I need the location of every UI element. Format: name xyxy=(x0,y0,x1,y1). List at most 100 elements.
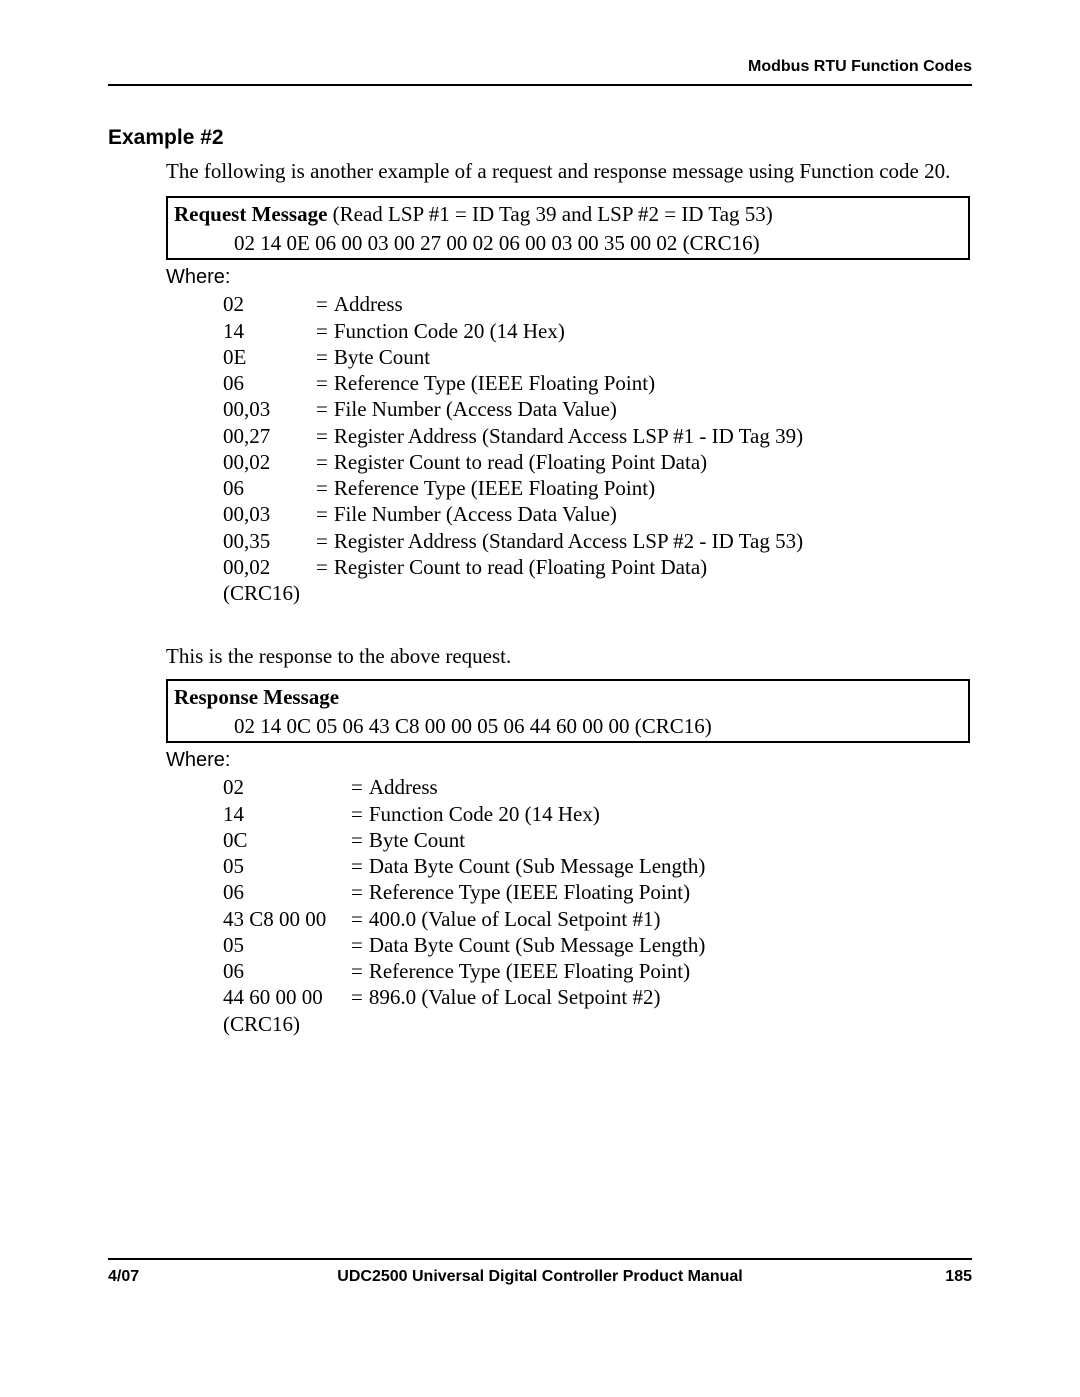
definition-code: 00,27 xyxy=(223,423,306,449)
definition-code: (CRC16) xyxy=(223,580,306,606)
definition-equals: = xyxy=(306,554,334,580)
definition-code: 0C xyxy=(223,827,341,853)
definition-code: 00,02 xyxy=(223,449,306,475)
spacer xyxy=(108,606,972,644)
definition-row: 00,03=File Number (Access Data Value) xyxy=(223,501,803,527)
request-title-bold: Request Message xyxy=(174,202,327,226)
request-title: Request Message (Read LSP #1 = ID Tag 39… xyxy=(174,202,962,227)
request-title-rest: (Read LSP #1 = ID Tag 39 and LSP #2 = ID… xyxy=(327,202,772,226)
definition-row: 44 60 00 00 =896.0 (Value of Local Setpo… xyxy=(223,984,705,1010)
definition-code: 14 xyxy=(223,801,341,827)
definition-equals: = xyxy=(306,449,334,475)
definition-code: 00,03 xyxy=(223,501,306,527)
definition-code: 06 xyxy=(223,475,306,501)
response-title-bold: Response Message xyxy=(174,685,339,709)
definition-row: 43 C8 00 00=400.0 (Value of Local Setpoi… xyxy=(223,906,705,932)
footer-rule xyxy=(108,1258,972,1260)
response-definitions: 02=Address14=Function Code 20 (14 Hex)0C… xyxy=(223,774,705,1037)
example-heading: Example #2 xyxy=(108,126,972,150)
definition-row: 06=Reference Type (IEEE Floating Point) xyxy=(223,475,803,501)
request-hex: 02 14 0E 06 00 03 00 27 00 02 06 00 03 0… xyxy=(234,231,962,256)
definition-code: 43 C8 00 00 xyxy=(223,906,341,932)
definition-row: 02=Address xyxy=(223,774,705,800)
footer-row: 4/07 UDC2500 Universal Digital Controlle… xyxy=(108,1268,972,1286)
definition-desc: Data Byte Count (Sub Message Length) xyxy=(369,853,706,879)
definition-desc: Data Byte Count (Sub Message Length) xyxy=(369,932,706,958)
definition-code: 02 xyxy=(223,291,306,317)
definition-row: 06=Reference Type (IEEE Floating Point) xyxy=(223,370,803,396)
definition-equals: = xyxy=(306,344,334,370)
definition-equals xyxy=(306,580,334,606)
definition-desc: Reference Type (IEEE Floating Point) xyxy=(334,475,803,501)
definition-equals: = xyxy=(306,396,334,422)
definition-row: 14=Function Code 20 (14 Hex) xyxy=(223,318,803,344)
footer-title: UDC2500 Universal Digital Controller Pro… xyxy=(188,1268,892,1286)
definition-row: (CRC16) xyxy=(223,580,803,606)
definition-desc: File Number (Access Data Value) xyxy=(334,396,803,422)
request-message-box: Request Message (Read LSP #1 = ID Tag 39… xyxy=(166,196,970,260)
definition-desc: Reference Type (IEEE Floating Point) xyxy=(334,370,803,396)
footer-page-number: 185 xyxy=(892,1268,972,1286)
definition-row: 00,35=Register Address (Standard Access … xyxy=(223,528,803,554)
definition-desc: Reference Type (IEEE Floating Point) xyxy=(369,879,706,905)
definition-code: 05 xyxy=(223,932,341,958)
definition-equals: = xyxy=(306,528,334,554)
definition-row: 06=Reference Type (IEEE Floating Point) xyxy=(223,879,705,905)
request-definitions: 02=Address14=Function Code 20 (14 Hex)0E… xyxy=(223,291,803,606)
definition-desc xyxy=(334,580,803,606)
definition-code: 00,03 xyxy=(223,396,306,422)
definition-row: 02=Address xyxy=(223,291,803,317)
definition-desc: File Number (Access Data Value) xyxy=(334,501,803,527)
definition-equals: = xyxy=(306,475,334,501)
definition-desc: Address xyxy=(334,291,803,317)
definition-desc: Byte Count xyxy=(369,827,706,853)
footer-date: 4/07 xyxy=(108,1268,188,1286)
definition-row: 14=Function Code 20 (14 Hex) xyxy=(223,801,705,827)
definition-desc: Register Address (Standard Access LSP #1… xyxy=(334,423,803,449)
definition-desc: Reference Type (IEEE Floating Point) xyxy=(369,958,706,984)
header-rule xyxy=(108,84,972,86)
response-intro: This is the response to the above reques… xyxy=(166,644,972,669)
definition-equals: = xyxy=(341,984,369,1010)
response-message-box: Response Message 02 14 0C 05 06 43 C8 00… xyxy=(166,679,970,743)
definition-equals: = xyxy=(341,853,369,879)
definition-desc: 400.0 (Value of Local Setpoint #1) xyxy=(369,906,706,932)
definition-code: 06 xyxy=(223,958,341,984)
definition-desc: 896.0 (Value of Local Setpoint #2) xyxy=(369,984,706,1010)
definition-code: 06 xyxy=(223,370,306,396)
definition-row: 00,02=Register Count to read (Floating P… xyxy=(223,449,803,475)
definition-equals: = xyxy=(341,879,369,905)
definition-desc: Register Count to read (Floating Point D… xyxy=(334,554,803,580)
definition-equals: = xyxy=(341,801,369,827)
definition-row: 00,03=File Number (Access Data Value) xyxy=(223,396,803,422)
definition-code: 05 xyxy=(223,853,341,879)
page-content: Modbus RTU Function Codes Example #2 The… xyxy=(108,58,972,1037)
page-footer: 4/07 UDC2500 Universal Digital Controlle… xyxy=(108,1258,972,1286)
definition-desc: Byte Count xyxy=(334,344,803,370)
definition-desc: Register Count to read (Floating Point D… xyxy=(334,449,803,475)
page-header-right: Modbus RTU Function Codes xyxy=(108,58,972,82)
definition-equals: = xyxy=(341,774,369,800)
response-hex: 02 14 0C 05 06 43 C8 00 00 05 06 44 60 0… xyxy=(234,714,962,739)
definition-code: 0E xyxy=(223,344,306,370)
definition-equals: = xyxy=(341,958,369,984)
definition-row: 06=Reference Type (IEEE Floating Point) xyxy=(223,958,705,984)
definition-desc: Register Address (Standard Access LSP #2… xyxy=(334,528,803,554)
definition-equals: = xyxy=(306,370,334,396)
definition-equals: = xyxy=(306,291,334,317)
definition-code: 06 xyxy=(223,879,341,905)
definition-desc xyxy=(369,1011,706,1037)
definition-row: 0E=Byte Count xyxy=(223,344,803,370)
definition-row: 05=Data Byte Count (Sub Message Length) xyxy=(223,932,705,958)
definition-code: 00,35 xyxy=(223,528,306,554)
definition-code: 02 xyxy=(223,774,341,800)
definition-row: 05=Data Byte Count (Sub Message Length) xyxy=(223,853,705,879)
definition-equals xyxy=(341,1011,369,1037)
definition-row: (CRC16) xyxy=(223,1011,705,1037)
definition-row: 00,02=Register Count to read (Floating P… xyxy=(223,554,803,580)
definition-equals: = xyxy=(341,827,369,853)
definition-equals: = xyxy=(306,501,334,527)
definition-code: (CRC16) xyxy=(223,1011,341,1037)
response-where-label: Where: xyxy=(166,749,972,772)
request-where-label: Where: xyxy=(166,266,972,289)
